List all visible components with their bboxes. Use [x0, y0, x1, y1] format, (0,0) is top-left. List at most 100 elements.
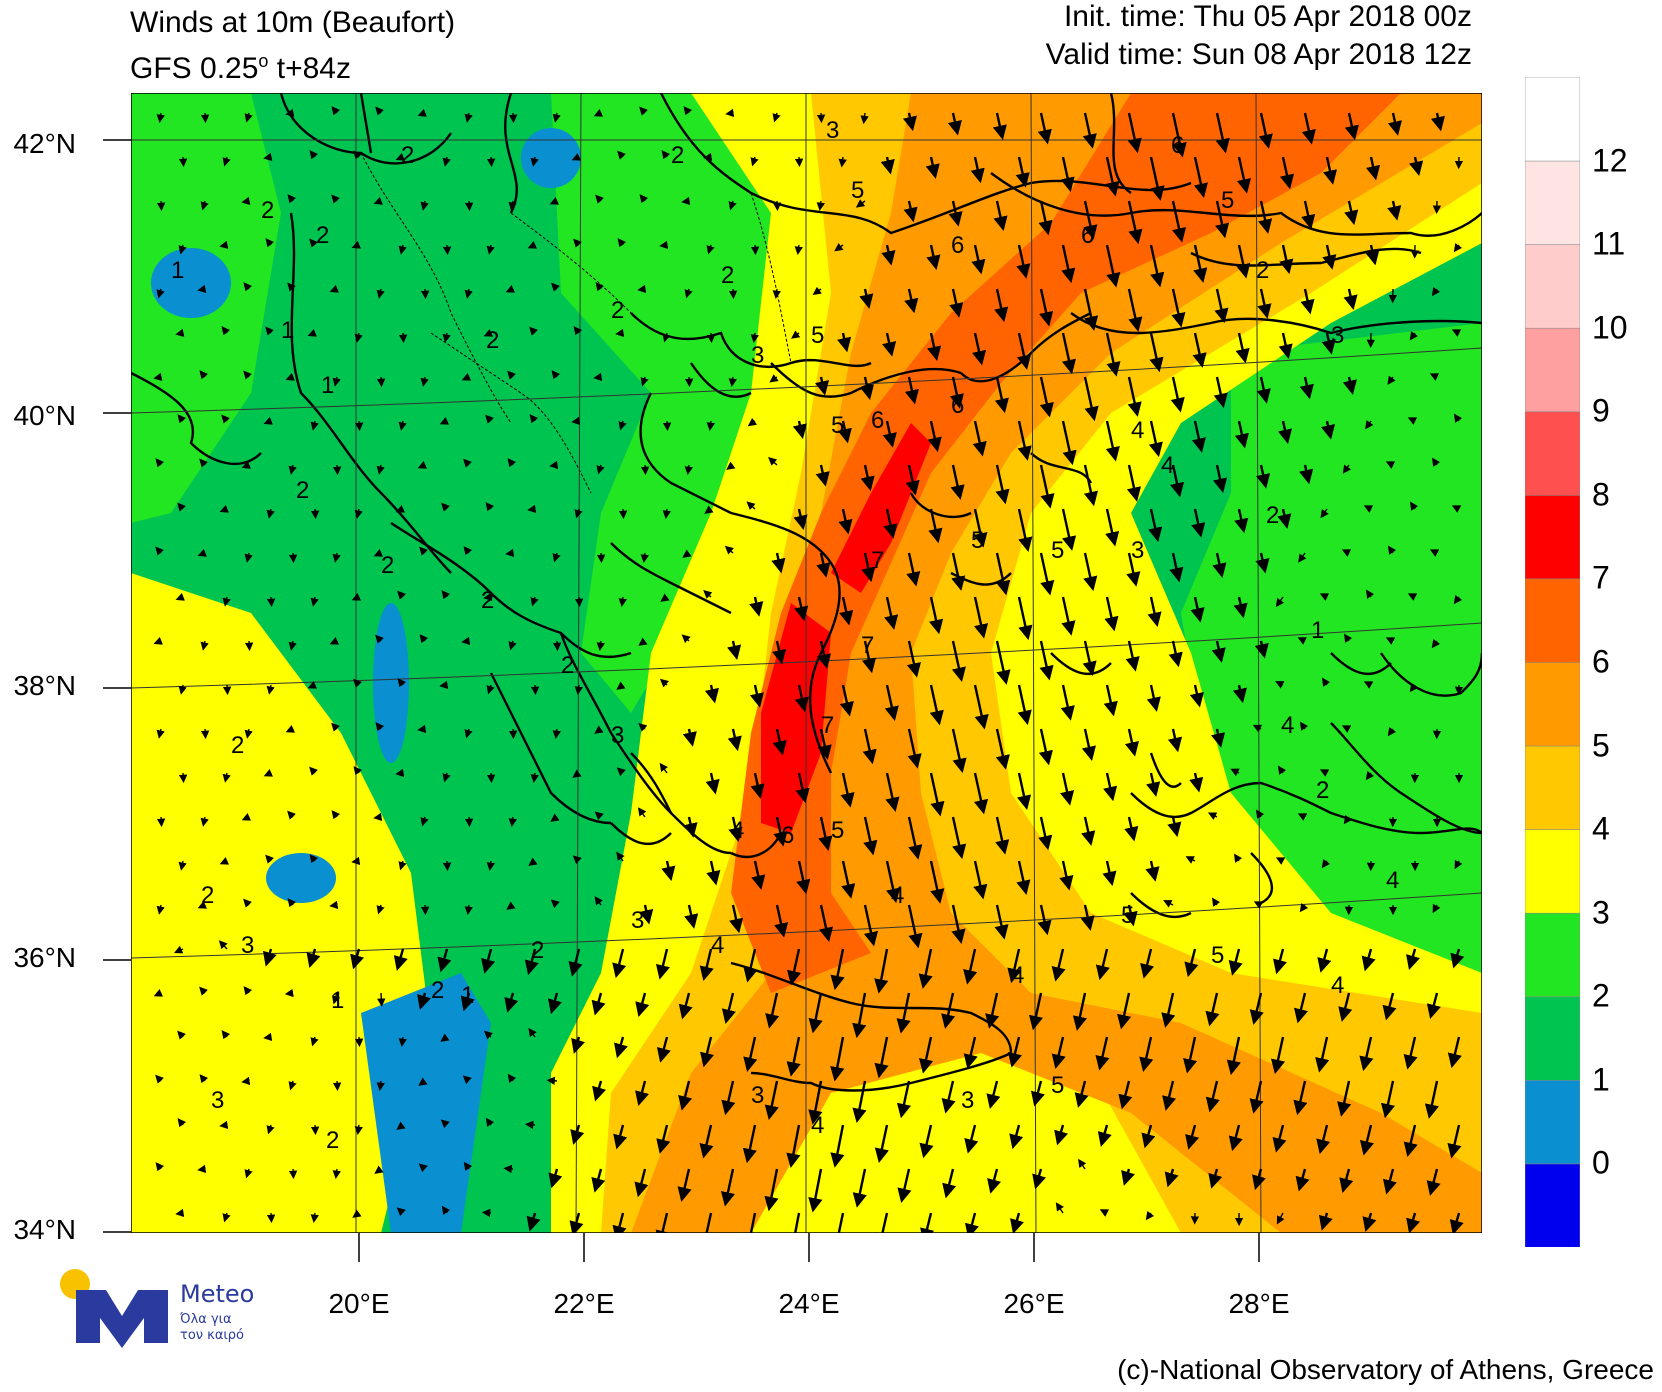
wind-arrow: [1099, 1209, 1110, 1217]
wind-arrow: [463, 458, 472, 468]
wind-arrow: [906, 552, 921, 587]
wind-arrow: [1320, 420, 1336, 440]
wind-arrow: [439, 680, 449, 690]
wind-arrow: [635, 1080, 649, 1107]
wind-arrow: [681, 196, 691, 206]
wind-arrow: [727, 728, 742, 752]
wind-arrow: [995, 816, 1010, 855]
wind-arrow: [720, 1168, 735, 1207]
wind-arrow: [874, 1036, 889, 1079]
wind-arrow: [1039, 464, 1055, 509]
wind-arrow: [551, 282, 560, 292]
wind-arrow: [771, 552, 786, 574]
wind-arrow: [1253, 901, 1264, 909]
wind-arrow: [552, 112, 561, 123]
wind-arrow: [1299, 902, 1309, 913]
wind-arrow: [1145, 1210, 1155, 1221]
wind-arrow: [310, 1036, 319, 1047]
wind-arrow: [266, 684, 275, 695]
wind-arrow: [1365, 420, 1374, 430]
wind-arrow: [830, 1124, 845, 1168]
contour-label: 4: [891, 882, 904, 909]
wind-arrow: [219, 504, 229, 513]
wind-arrow: [1170, 376, 1185, 413]
contour-label: 5: [971, 527, 984, 554]
colorbar-bin: [1525, 912, 1580, 998]
wind-arrow: [1139, 1036, 1154, 1073]
wind-arrow: [750, 332, 759, 344]
wind-arrow: [1278, 332, 1293, 360]
wind-arrow: [353, 678, 362, 688]
wind-arrow: [1409, 156, 1424, 177]
wind-arrow: [703, 152, 713, 162]
logo-tagline-2: τον καιρό: [180, 1328, 245, 1343]
wind-arrow: [486, 684, 495, 695]
field-1-e: [266, 853, 336, 903]
contour-label: 2: [611, 297, 624, 324]
wind-arrow: [793, 508, 808, 531]
wind-arrow: [907, 904, 923, 949]
contour-label: 2: [531, 937, 544, 964]
model-name: GFS 0.25: [130, 52, 259, 85]
wind-arrow: [1205, 1080, 1220, 1113]
wind-arrow: [1184, 948, 1199, 978]
contour-label: 5: [1051, 537, 1064, 564]
wind-arrow: [218, 940, 228, 950]
field-8-north: [831, 423, 931, 593]
wind-arrow: [1147, 596, 1162, 627]
wind-arrow: [1168, 640, 1183, 668]
contour-label: 3: [826, 117, 839, 144]
wind-arrow: [1362, 1212, 1377, 1233]
wind-arrow: [485, 1117, 495, 1128]
wind-arrow: [947, 112, 962, 136]
wind-arrow: [1382, 992, 1397, 1021]
wind-arrow: [786, 1124, 801, 1169]
contour-label: 1: [281, 317, 294, 344]
wind-arrow: [994, 904, 1009, 940]
wind-arrow: [682, 728, 697, 747]
wind-arrow: [661, 150, 671, 160]
contour-label: 5: [1211, 942, 1224, 969]
wind-arrow: [153, 989, 164, 997]
wind-arrow: [1078, 1158, 1087, 1170]
wind-arrow: [941, 1080, 956, 1114]
wind-arrow: [1149, 244, 1165, 288]
wind-arrow: [1382, 1168, 1397, 1195]
wind-arrow: [155, 1074, 164, 1084]
wind-arrow: [659, 762, 668, 774]
wind-arrow: [1387, 545, 1397, 555]
wind-arrow: [417, 992, 431, 1010]
wind-arrow: [749, 596, 764, 617]
wind-arrow: [1118, 1080, 1133, 1110]
wind-arrow: [483, 329, 494, 337]
wind-arrow: [1185, 1124, 1200, 1150]
wind-arrow: [817, 728, 832, 760]
wind-arrow: [1431, 638, 1441, 649]
wind-arrow: [568, 948, 583, 977]
wind-arrow: [396, 1207, 406, 1217]
wind-arrow: [1016, 244, 1031, 279]
wind-arrow: [1074, 1080, 1089, 1108]
wind-arrow: [1163, 900, 1174, 908]
wind-arrow: [284, 988, 294, 998]
init-time: Init. time: Thu 05 Apr 2018 00z: [1063, 0, 1472, 33]
wind-arrow: [1148, 420, 1163, 458]
wind-arrow: [772, 112, 781, 123]
contour-label: 2: [261, 197, 274, 224]
wind-arrow: [527, 504, 537, 514]
wind-arrow: [1017, 508, 1033, 552]
wind-arrow: [441, 590, 451, 600]
wind-arrow: [373, 812, 383, 822]
wind-arrow: [1387, 200, 1402, 221]
wind-arrow: [1407, 417, 1418, 425]
wind-arrow: [1124, 728, 1139, 757]
wind-arrow: [1141, 1124, 1156, 1149]
wind-arrow: [463, 1161, 473, 1172]
wind-arrow: [773, 816, 788, 847]
colorbar-label: 4: [1592, 810, 1610, 847]
lon-label-26: 26°E: [1003, 1288, 1065, 1319]
wind-arrow: [175, 1208, 185, 1218]
wind-arrow: [1061, 596, 1076, 636]
wind-arrow: [1426, 992, 1441, 1019]
wind-arrow: [373, 196, 383, 205]
